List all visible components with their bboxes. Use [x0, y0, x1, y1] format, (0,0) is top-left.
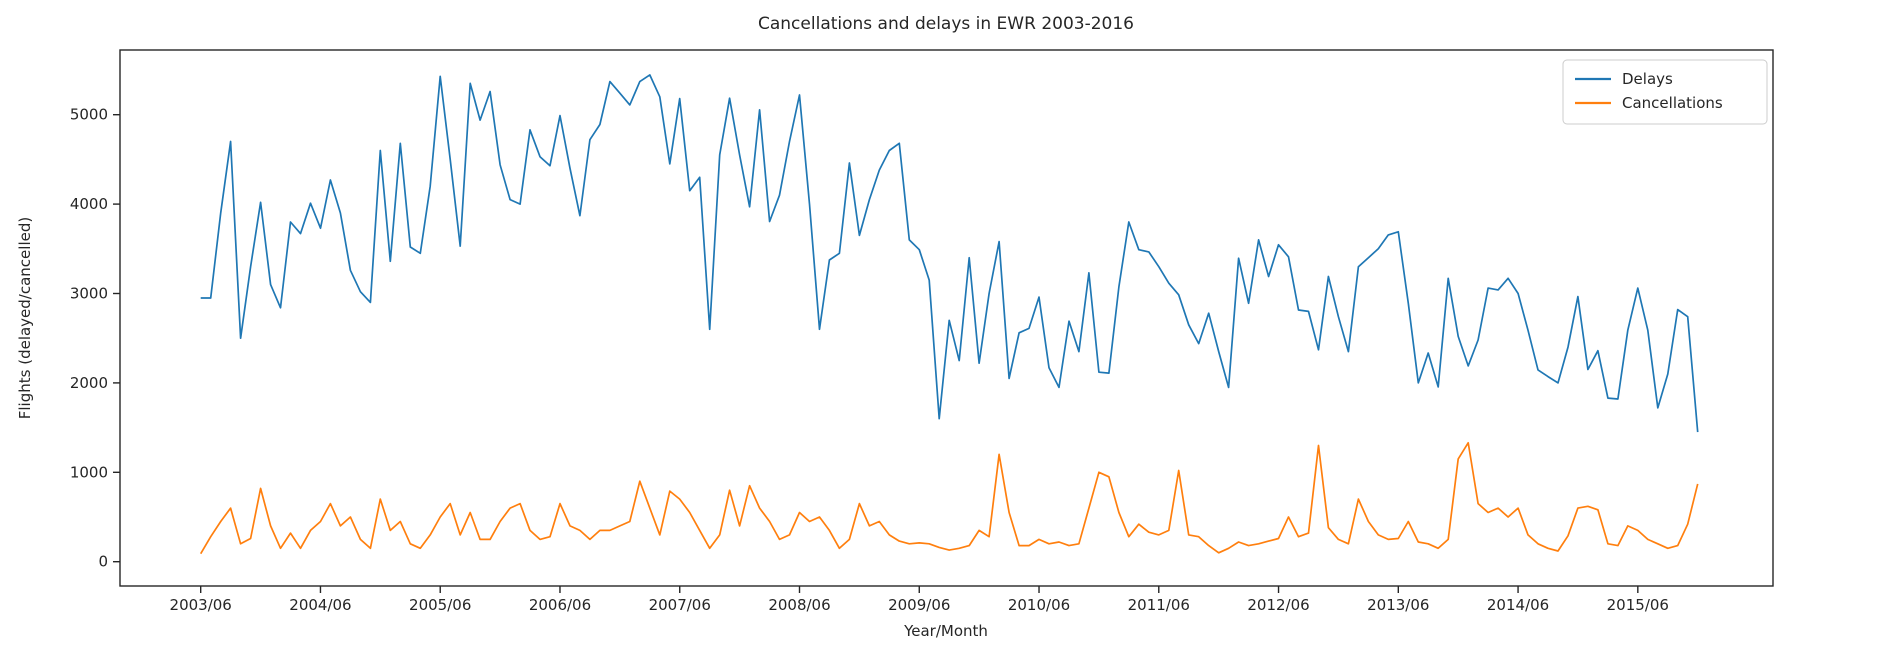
- y-axis-label: Flights (delayed/cancelled): [16, 217, 34, 419]
- chart-line-delays: [200, 74, 1699, 433]
- x-tick-label: 2009/06: [888, 596, 950, 614]
- x-axis-ticks: 2003/06 2004/06 2005/06 2006/06 2007/06 2008/…: [170, 586, 1669, 614]
- x-tick-label: 2007/06: [649, 596, 711, 614]
- y-tick-label: 4000: [70, 195, 108, 213]
- data-series: [199, 74, 1699, 555]
- chart-title: Cancellations and delays in EWR 2003-201…: [758, 14, 1134, 34]
- x-tick-label: 2011/06: [1128, 596, 1190, 614]
- x-tick-label: 2008/06: [768, 596, 830, 614]
- legend-label-delays: Delays: [1622, 70, 1673, 88]
- x-tick-label: 2006/06: [529, 596, 591, 614]
- x-tick-label: 2012/06: [1247, 596, 1309, 614]
- y-tick-label: 3000: [70, 285, 108, 303]
- x-tick-label: 2013/06: [1367, 596, 1429, 614]
- y-tick-label: 5000: [70, 106, 108, 124]
- legend-box: [1562, 59, 1768, 125]
- x-tick-label: 2014/06: [1487, 596, 1549, 614]
- x-tick-label: 2004/06: [289, 596, 351, 614]
- plot-area-border: [119, 49, 1774, 587]
- y-tick-label: 1000: [70, 463, 108, 481]
- legend: Delays Cancellations: [1562, 59, 1768, 125]
- y-tick-label: 2000: [70, 374, 108, 392]
- x-tick-label: 2003/06: [170, 596, 232, 614]
- legend-label-cancellations: Cancellations: [1622, 94, 1723, 112]
- x-tick-label: 2015/06: [1607, 596, 1669, 614]
- y-tick-label: 0: [98, 553, 108, 571]
- x-axis-label: Year/Month: [903, 622, 988, 640]
- x-tick-label: 2010/06: [1008, 596, 1070, 614]
- x-tick-label: 2005/06: [409, 596, 471, 614]
- chart-line-cancellations: [199, 441, 1699, 555]
- y-axis-ticks: 0 1000 2000 3000 4000 5000: [70, 106, 120, 571]
